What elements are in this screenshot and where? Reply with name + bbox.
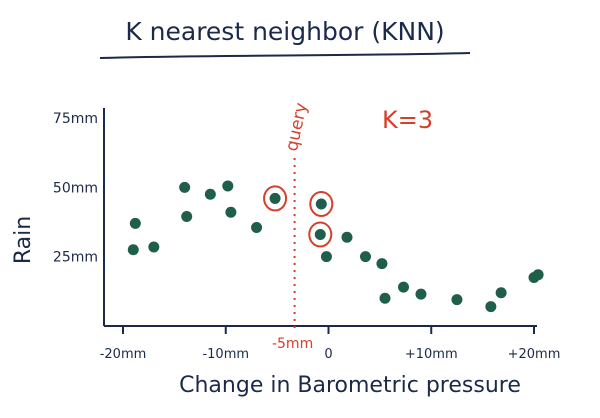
y-tick-label: 25mm <box>53 250 98 266</box>
nearest-neighbor-point <box>269 192 281 204</box>
data-point <box>225 206 237 218</box>
data-point <box>451 294 463 306</box>
query-layer: query -5mm <box>272 101 313 352</box>
x-tick-label: +20mm <box>508 347 561 362</box>
data-point <box>148 241 160 253</box>
data-point <box>181 210 193 222</box>
k-label: K=3 <box>382 106 433 134</box>
x-tick-label: +10mm <box>405 347 458 362</box>
y-tick-label: 50mm <box>53 180 98 196</box>
x-tick-label: -20mm <box>100 347 147 362</box>
nearest-neighbor-point <box>315 198 327 210</box>
data-point <box>251 222 263 234</box>
query-x-label: -5mm <box>272 336 313 352</box>
data-point <box>415 288 427 300</box>
data-point <box>485 301 497 313</box>
neighbor-circle <box>309 190 334 217</box>
nearest-neighbor-point <box>314 228 326 240</box>
data-point <box>398 281 410 293</box>
data-point <box>127 244 139 256</box>
data-point <box>376 258 388 270</box>
data-point <box>532 269 544 281</box>
data-point <box>359 251 371 263</box>
data-point <box>320 251 332 263</box>
title-underline <box>99 52 471 59</box>
data-point <box>495 287 507 299</box>
data-points <box>127 180 544 313</box>
data-point <box>204 188 216 200</box>
query-label: query <box>282 101 312 153</box>
x-tick-label: 0 <box>324 347 332 362</box>
chart-title: K nearest neighbor (KNN) <box>125 17 444 46</box>
y-axis-label: Rain <box>11 216 36 264</box>
x-axis-label: Change in Barometric pressure <box>179 373 521 398</box>
data-point <box>341 231 353 243</box>
data-point <box>379 292 391 304</box>
data-point <box>179 181 191 193</box>
x-tick-label: -10mm <box>202 347 249 362</box>
y-tick-label: 75mm <box>53 111 98 127</box>
axis-ticks: -20mm -10mm 0 +10mm +20mm 25mm 50mm 75mm <box>53 111 560 362</box>
neighbor-circle <box>308 221 333 248</box>
data-point <box>222 180 234 192</box>
neighbor-circle <box>263 185 288 212</box>
data-point <box>129 217 141 229</box>
